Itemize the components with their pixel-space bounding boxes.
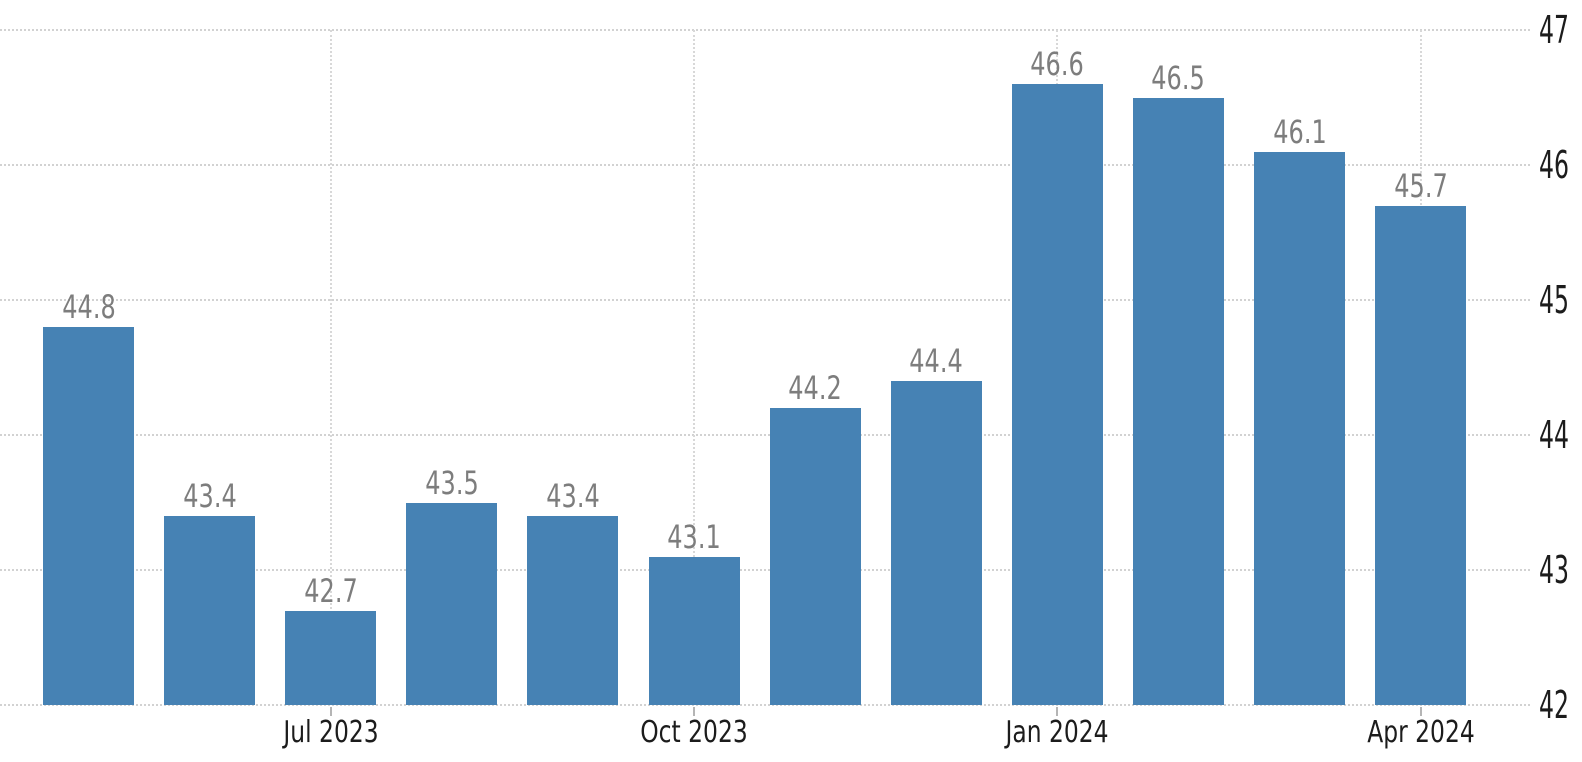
bar-value-label: 46.1 [1272, 112, 1327, 151]
gridline-horizontal [0, 569, 1530, 571]
bar [1011, 84, 1103, 705]
y-axis-tick-label: 43 [1539, 548, 1569, 592]
bar [648, 556, 740, 705]
bar [1375, 205, 1467, 705]
bar [890, 381, 982, 705]
bar-value-label: 42.7 [303, 571, 358, 610]
y-axis-tick-label: 45 [1539, 278, 1569, 322]
bar [1132, 97, 1224, 705]
x-axis-tick [1419, 707, 1422, 716]
bar-value-label: 43.1 [667, 517, 721, 556]
bar [406, 502, 498, 705]
x-axis-tick-label: Oct 2023 [640, 715, 748, 750]
bar [43, 327, 134, 705]
bar [527, 516, 619, 705]
bar-value-label: 45.7 [1393, 166, 1448, 205]
gridline-horizontal [0, 434, 1530, 436]
bar [769, 408, 861, 705]
bar-value-label: 44.2 [788, 369, 842, 407]
bar [164, 516, 256, 705]
bar-value-label: 43.4 [546, 477, 600, 515]
y-axis-tick-label: 44 [1539, 413, 1569, 457]
bar-value-label: 46.5 [1151, 58, 1206, 97]
gridline-horizontal [0, 29, 1530, 31]
y-axis-tick-label: 46 [1539, 143, 1569, 187]
x-axis-tick-label: Jan 2024 [1005, 715, 1109, 750]
bar [1254, 151, 1345, 705]
gridline-horizontal [0, 704, 1530, 706]
x-axis-tick [1056, 707, 1059, 716]
gridline-vertical [329, 30, 332, 705]
bar-value-label: 46.6 [1030, 45, 1085, 83]
bar-value-label: 43.4 [182, 477, 237, 515]
gridline-horizontal [0, 164, 1530, 166]
y-axis-tick-label: 47 [1539, 8, 1569, 52]
x-axis-tick [693, 707, 695, 716]
x-axis-tick [329, 707, 332, 716]
bar-value-label: 43.5 [425, 463, 479, 502]
bar-value-label: 44.4 [909, 342, 963, 380]
y-axis-tick-label: 42 [1539, 683, 1569, 727]
gridline-horizontal [0, 299, 1530, 301]
gridline-vertical [693, 30, 695, 705]
bar [285, 610, 377, 705]
x-axis-tick-label: Jul 2023 [283, 715, 379, 750]
x-axis-tick-label: Apr 2024 [1366, 715, 1475, 750]
bar-value-label: 44.8 [61, 288, 116, 326]
